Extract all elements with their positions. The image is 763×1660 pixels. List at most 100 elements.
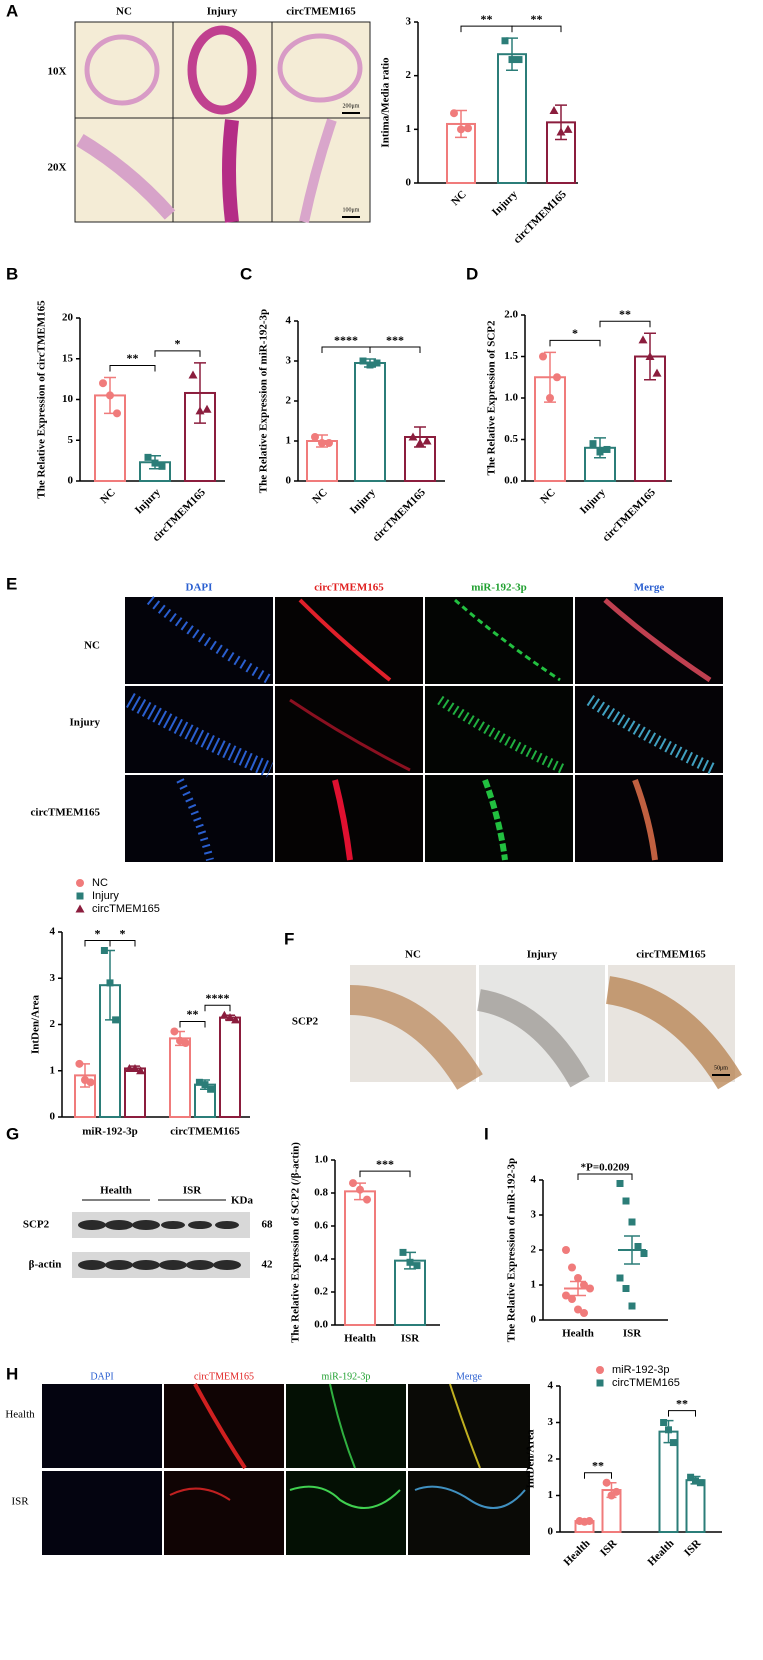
x-tick-label: miR-192-3p [82, 1126, 138, 1138]
column-header: NC [116, 6, 132, 18]
data-point [106, 979, 114, 987]
bar [124, 1067, 146, 1118]
data-point [86, 1078, 95, 1087]
data-point [158, 462, 166, 470]
significance-bracket [109, 364, 156, 372]
data-point [546, 394, 554, 402]
column-header: Injury [207, 6, 238, 18]
significance-bracket [584, 1472, 612, 1479]
image [425, 686, 573, 773]
column-header: circTMEM165 [194, 1371, 254, 1382]
data-point [201, 1081, 209, 1089]
image [164, 1471, 284, 1555]
data-point [113, 409, 121, 418]
data-point [580, 1309, 588, 1317]
significance-bracket [369, 346, 421, 353]
data-point [602, 1478, 611, 1487]
data-point [665, 1426, 672, 1434]
scale-label: 200μm [343, 103, 360, 109]
y-axis-label: The Relative Expression of miR-192-3p [506, 1158, 518, 1342]
bar [219, 1016, 241, 1118]
vessel [277, 33, 363, 103]
data-point [687, 1473, 695, 1481]
column-header: miR-192-3p [322, 1371, 371, 1382]
y-tick-label: 15 [62, 352, 74, 364]
stain [454, 598, 561, 682]
image [425, 597, 573, 684]
column-header: circTMEM165 [314, 582, 384, 594]
scale-label: 100μm [343, 207, 360, 213]
data-point [574, 1305, 582, 1314]
panel-label: F [284, 929, 294, 948]
stain [349, 985, 483, 1090]
scale-label: 50μm [714, 1065, 728, 1071]
column-header: DAPI [90, 1371, 113, 1382]
data-point [450, 109, 458, 118]
vessel [84, 34, 160, 106]
data-point [318, 439, 326, 447]
stain [289, 1485, 401, 1509]
data-point [568, 1263, 576, 1272]
row-label: SCP2 [292, 1016, 319, 1028]
data-point [628, 1218, 636, 1226]
row-label: Injury [69, 717, 100, 729]
panel-label: H [6, 1364, 18, 1383]
significance-bracket [359, 1170, 411, 1178]
y-tick-label: 2 [531, 1244, 537, 1256]
vessel-wall [222, 119, 239, 223]
bar [354, 362, 386, 482]
data-point [464, 124, 472, 133]
data-point [413, 1262, 421, 1270]
data-point [136, 1066, 146, 1075]
column-header: miR-192-3p [471, 582, 527, 594]
y-tick-label: 0 [50, 1111, 56, 1123]
row-label: 20X [48, 162, 67, 174]
significance-label: * [572, 326, 578, 340]
stain [476, 989, 590, 1088]
y-tick-label: 3 [531, 1209, 537, 1221]
stain [449, 1383, 481, 1469]
image [42, 1471, 162, 1555]
data-point [415, 438, 425, 447]
stain [332, 779, 353, 861]
x-tick-label: circTMEM165 [170, 1126, 240, 1138]
data-point [356, 1185, 364, 1194]
significance-label: ** [127, 351, 139, 365]
x-tick-label: Health [344, 1333, 376, 1345]
data-point [76, 892, 84, 900]
row-label: ISR [11, 1496, 29, 1508]
significance-bracket [204, 1004, 231, 1012]
y-axis-label: The Relative Expression of circTMEM165 [36, 300, 48, 499]
y-tick-label: 2 [548, 1453, 554, 1465]
stain [169, 1487, 231, 1501]
error-bar [544, 351, 556, 403]
data-point [539, 352, 547, 361]
data-point [366, 361, 374, 369]
y-tick-label: 3 [406, 16, 412, 28]
data-point [692, 1477, 699, 1485]
y-tick-label: 0.2 [314, 1286, 328, 1298]
data-point [622, 1197, 630, 1205]
stain [605, 976, 742, 1090]
y-tick-label: 5 [68, 434, 74, 446]
data-point [207, 1085, 215, 1093]
legend-label: circTMEM165 [92, 903, 160, 915]
y-tick-label: 10 [62, 393, 74, 405]
y-axis-label: IntDen/Area [525, 1429, 537, 1489]
data-point [589, 440, 597, 448]
image [275, 597, 423, 684]
data-point [696, 1479, 704, 1487]
data-point [612, 1487, 621, 1496]
data-point [652, 368, 662, 377]
image [42, 1384, 162, 1468]
image-frame [74, 21, 371, 223]
data-point [568, 1295, 576, 1303]
image [408, 1384, 530, 1468]
y-tick-label: 1 [531, 1279, 537, 1291]
stain [329, 1383, 356, 1469]
y-tick-label: 0.0 [504, 475, 518, 487]
data-point [359, 357, 367, 365]
band-name: β-actin [29, 1259, 62, 1271]
image [408, 1471, 530, 1555]
